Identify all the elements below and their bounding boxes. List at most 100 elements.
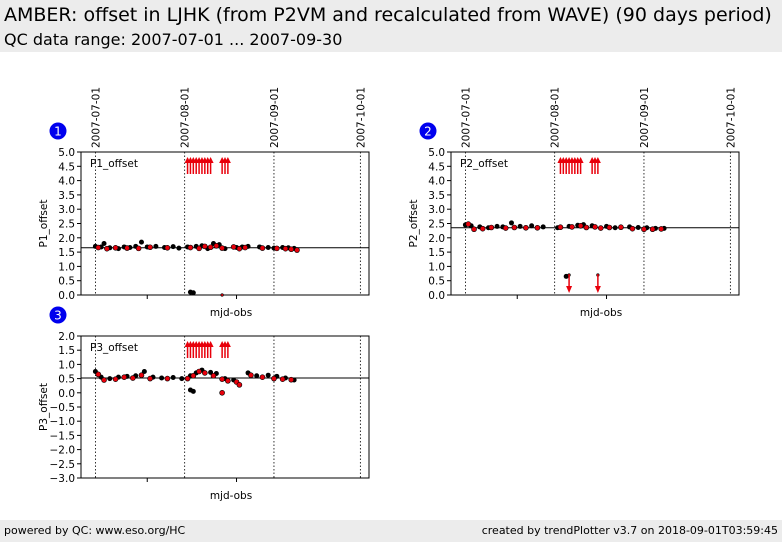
outlier-arrow-down-head — [594, 286, 601, 293]
data-point-red — [658, 226, 665, 232]
data-point-black — [517, 223, 523, 229]
y-tick-label: 0.5 — [428, 276, 445, 288]
x-axis-label: mjd-obs — [210, 307, 252, 319]
data-point-red — [479, 225, 486, 232]
date-tick-label: 2007-08-01 — [180, 87, 192, 148]
data-point-red — [583, 224, 590, 231]
y-tick-label: 2.5 — [58, 219, 75, 231]
plot-frame — [450, 151, 740, 296]
data-point-black — [563, 273, 569, 279]
y-tick-label: 5.0 — [58, 147, 75, 159]
data-point-red — [196, 245, 202, 252]
outlier-arrow-down-head — [566, 286, 573, 293]
data-point-red — [190, 372, 197, 379]
y-tick-label: −1.0 — [50, 416, 76, 428]
data-point-red — [104, 245, 110, 252]
data-point-red — [488, 224, 495, 231]
data-point-red — [196, 368, 202, 375]
data-point-red — [649, 226, 656, 233]
data-point-red — [557, 224, 564, 231]
data-point-black — [170, 244, 176, 250]
date-tick-label: 2007-07-01 — [90, 87, 102, 148]
y-tick-label: 1.0 — [58, 359, 75, 371]
data-point-red — [259, 374, 266, 380]
y-tick-label: 0.0 — [58, 388, 75, 400]
y-tick-label: −2.5 — [50, 459, 76, 471]
y-axis-label: P3_offset — [38, 383, 50, 431]
outlier-arrow-up-head — [207, 157, 214, 163]
panel-number-text: 3 — [54, 309, 62, 323]
y-tick-label: 2.5 — [428, 219, 445, 231]
y-tick-label: 5.0 — [428, 147, 445, 159]
date-tick-label: 2007-09-01 — [269, 87, 281, 148]
date-tick-label: 2007-08-01 — [550, 87, 562, 148]
data-point-red — [202, 370, 208, 376]
data-point-red — [230, 244, 237, 250]
y-tick-label: 1.0 — [58, 261, 75, 273]
y-tick-label: 4.0 — [428, 176, 445, 188]
date-tick-label: 2007-07-01 — [460, 87, 472, 148]
data-point-red — [294, 247, 300, 253]
y-tick-label: 2.0 — [58, 233, 75, 245]
data-point-black — [176, 245, 182, 251]
data-point-black — [635, 225, 641, 231]
data-point-black — [612, 225, 618, 231]
data-point-red — [259, 245, 266, 251]
data-point-red — [569, 224, 575, 230]
data-point-black — [141, 369, 147, 374]
y-tick-label: −1.5 — [50, 430, 76, 442]
y-tick-label: 0.0 — [58, 290, 75, 302]
panel-number-badge — [49, 306, 67, 324]
y-tick-label: 3.5 — [58, 190, 75, 202]
data-point-red — [618, 224, 624, 231]
data-point-black — [138, 239, 144, 245]
data-point-black — [101, 241, 107, 247]
y-tick-label: 1.0 — [428, 261, 445, 273]
data-point-black — [159, 375, 165, 381]
data-point-red — [147, 375, 153, 382]
y-axis-label: P2_offset — [408, 200, 420, 248]
outlier-arrow-up-head — [224, 341, 231, 347]
data-point-red — [164, 245, 171, 251]
y-tick-label: 0.5 — [58, 374, 75, 386]
date-tick-label: 2007-09-01 — [639, 87, 651, 148]
data-point-red — [112, 376, 119, 382]
date-tick-label: 2007-10-01 — [725, 87, 737, 148]
y-tick-label: 1.5 — [428, 247, 445, 259]
y-axis-label: P1_offset — [38, 200, 50, 248]
data-point-black — [494, 223, 500, 229]
page-header: AMBER: offset in LJHK (from P2VM and rec… — [0, 0, 782, 52]
data-point-red — [502, 225, 509, 231]
data-point-red — [147, 244, 153, 251]
chart-panel-3: −3.0 −2.5 −2.0 −1.5 −1.0 −0.5 0.0 0.5 1.0 1.5 2.0 P… — [38, 306, 370, 502]
data-point-red — [202, 243, 208, 250]
y-tick-label: −0.5 — [50, 402, 76, 414]
y-tick-label: 0.5 — [58, 276, 75, 288]
data-point-black — [540, 224, 546, 230]
outlier-arrow-up-head — [207, 341, 214, 347]
data-point-black — [179, 376, 185, 382]
y-tick-label: 3.5 — [428, 190, 445, 202]
y-tick-label: 2.0 — [58, 331, 75, 343]
data-point-red — [236, 245, 243, 252]
panel-inner-label: P1_offset — [90, 158, 138, 170]
page-title: AMBER: offset in LJHK (from P2VM and rec… — [4, 4, 772, 26]
y-tick-label: −2.0 — [50, 445, 76, 457]
panel-number-text: 2 — [424, 125, 432, 139]
data-point-red — [207, 244, 214, 251]
data-point-black — [170, 374, 176, 380]
data-point-red — [629, 225, 636, 232]
panel-inner-label: P2_offset — [460, 158, 508, 170]
data-point-red — [210, 372, 217, 379]
data-point-red — [95, 371, 102, 378]
data-point-red — [465, 221, 472, 227]
data-point-red — [95, 244, 102, 251]
outlier-arrow-up-head — [577, 157, 584, 163]
data-point-black — [190, 388, 196, 394]
data-point-red — [121, 374, 127, 380]
data-point-black — [265, 372, 271, 378]
y-tick-label: 4.5 — [428, 161, 445, 173]
data-point-red — [219, 389, 225, 396]
data-point-red — [130, 375, 136, 381]
outlier-arrow-up-head — [224, 157, 231, 163]
